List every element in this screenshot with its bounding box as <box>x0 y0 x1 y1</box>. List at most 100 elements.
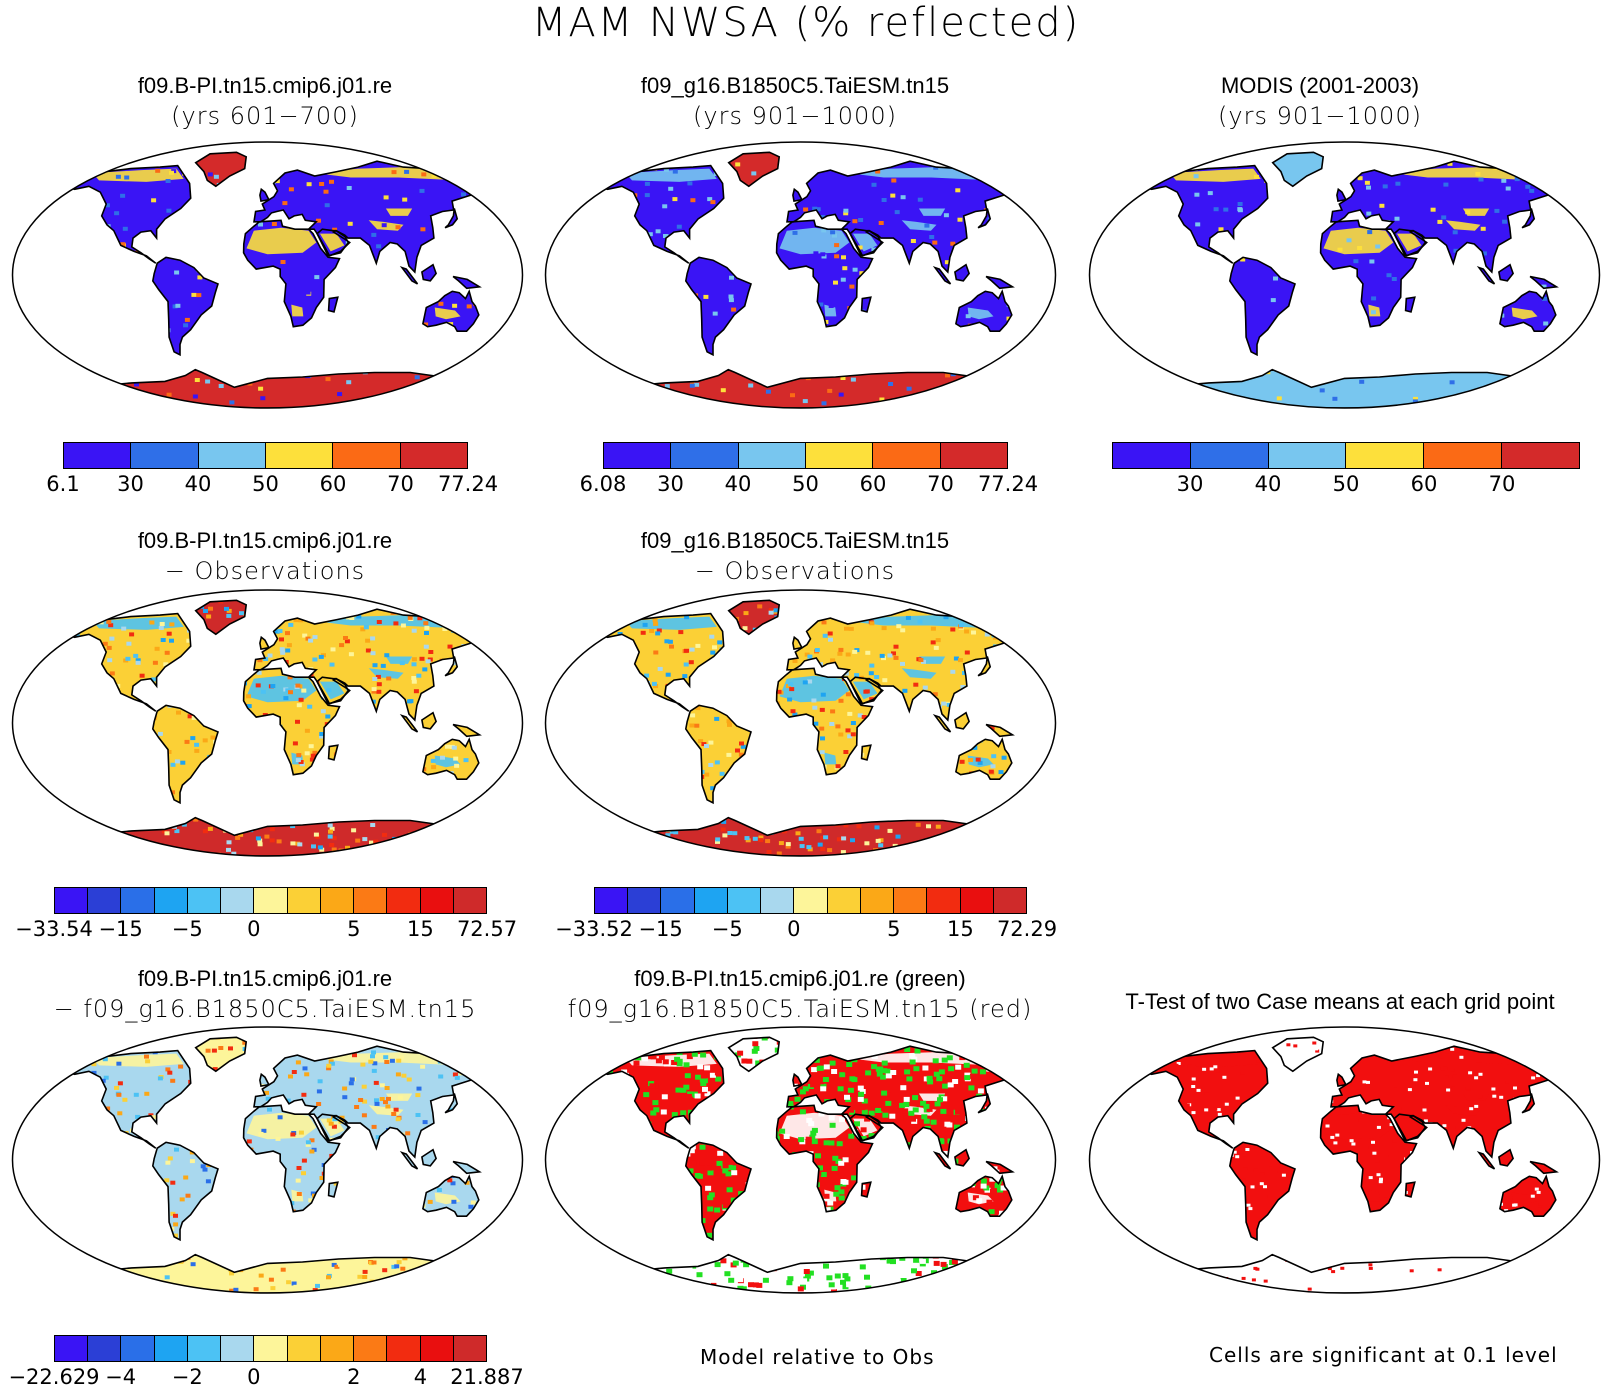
grid-cell <box>503 634 508 638</box>
grid-cell <box>1443 183 1448 187</box>
grid-cell <box>880 852 885 856</box>
grid-cell <box>890 1216 896 1221</box>
grid-cell <box>902 603 907 607</box>
grid-cell <box>695 675 700 679</box>
grid-cell <box>508 1041 513 1045</box>
grid-cell <box>77 1039 82 1043</box>
grid-cell <box>644 738 649 742</box>
grid-cell <box>332 279 337 283</box>
grid-cell <box>930 324 935 328</box>
grid-cell <box>614 1189 620 1194</box>
grid-cell <box>645 193 650 197</box>
grid-cell <box>386 1154 391 1158</box>
grid-cell <box>677 1061 683 1066</box>
grid-cell <box>221 1159 226 1163</box>
grid-cell <box>326 377 331 381</box>
grid-cell <box>638 1145 644 1150</box>
grid-cell <box>529 1276 534 1280</box>
grid-cell <box>1035 1238 1041 1243</box>
grid-cell <box>707 1166 713 1171</box>
grid-cell <box>1160 171 1165 175</box>
grid-cell <box>521 1247 526 1251</box>
grid-cell <box>963 1285 969 1290</box>
grid-cell <box>1062 1108 1068 1113</box>
grid-cell <box>901 1222 907 1227</box>
grid-cell <box>41 1282 46 1286</box>
grid-cell <box>644 307 649 311</box>
grid-cell <box>1235 239 1240 243</box>
grid-cell <box>562 1157 568 1162</box>
grid-cell <box>1028 764 1033 768</box>
grid-cell <box>739 1070 745 1075</box>
grid-cell <box>1153 302 1158 306</box>
grid-cell <box>994 612 999 616</box>
grid-cell <box>777 623 782 627</box>
grid-cell <box>92 614 97 618</box>
grid-cell <box>723 1203 729 1208</box>
grid-cell <box>1029 257 1034 261</box>
grid-cell <box>945 347 950 351</box>
grid-cell <box>403 731 408 735</box>
grid-cell <box>480 1133 485 1137</box>
grid-cell <box>318 1196 323 1200</box>
grid-cell <box>913 147 918 151</box>
grid-cell <box>622 693 627 697</box>
grid-cell <box>206 342 211 346</box>
grid-cell <box>125 709 130 713</box>
grid-cell <box>500 594 505 598</box>
grid-cell <box>619 307 624 311</box>
grid-cell <box>1046 597 1051 601</box>
grid-cell <box>1453 273 1458 277</box>
grid-cell <box>295 720 300 724</box>
grid-cell <box>1330 166 1335 170</box>
grid-cell <box>527 629 532 633</box>
grid-cell <box>875 1162 881 1167</box>
grid-cell <box>350 1131 355 1135</box>
grid-cell <box>15 652 20 656</box>
grid-cell <box>148 1179 153 1183</box>
grid-cell <box>1031 1045 1037 1050</box>
grid-cell <box>760 212 765 216</box>
grid-cell <box>1145 159 1150 163</box>
grid-cell <box>9 759 14 763</box>
grid-cell <box>501 339 506 343</box>
grid-cell <box>652 682 657 686</box>
grid-cell <box>1036 705 1041 709</box>
grid-cell <box>604 712 609 716</box>
grid-cell <box>972 1069 978 1074</box>
grid-cell <box>733 1261 739 1266</box>
grid-cell <box>646 1275 652 1280</box>
grid-cell <box>617 617 622 621</box>
grid-cell <box>1574 396 1579 400</box>
grid-cell <box>68 234 73 238</box>
grid-cell <box>541 1172 547 1177</box>
grid-cell <box>700 1053 706 1058</box>
grid-cell <box>823 803 828 807</box>
grid-cell <box>638 787 643 791</box>
grid-cell <box>573 790 578 794</box>
grid-cell <box>1009 596 1014 600</box>
grid-cell <box>756 312 761 316</box>
grid-cell <box>638 809 643 813</box>
grid-cell <box>1037 1137 1043 1142</box>
grid-cell <box>1041 1144 1047 1149</box>
grid-cell <box>717 815 722 819</box>
grid-cell <box>846 653 851 657</box>
grid-cell <box>371 1050 376 1054</box>
grid-cell <box>115 820 120 824</box>
map-clip-layer <box>5 1020 535 1300</box>
region-arcticNA <box>1170 169 1261 182</box>
grid-cell <box>88 706 93 710</box>
grid-cell <box>941 327 946 331</box>
grid-cell <box>924 1119 930 1124</box>
grid-cell <box>584 1051 590 1056</box>
grid-cell <box>126 787 131 791</box>
grid-cell <box>379 1217 384 1221</box>
grid-cell <box>263 1230 268 1234</box>
grid-cell <box>595 247 600 251</box>
grid-cell <box>342 1095 347 1099</box>
grid-cell <box>608 200 613 204</box>
grid-cell <box>1292 327 1297 331</box>
grid-cell <box>740 316 745 320</box>
grid-cell <box>585 272 590 276</box>
